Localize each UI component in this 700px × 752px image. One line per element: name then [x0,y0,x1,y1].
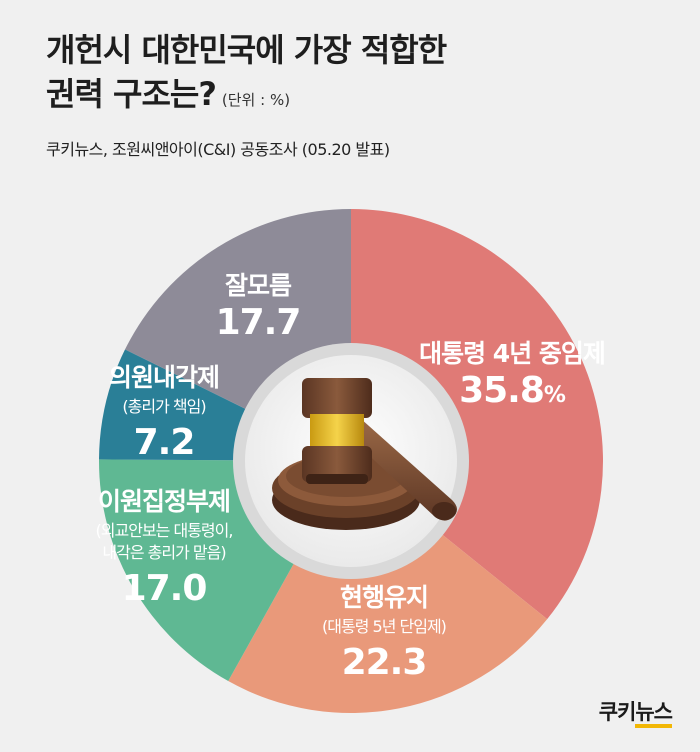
gavel-head-top [302,378,372,418]
slice-sublabel-4-1: (총리가 책임) [122,397,205,416]
slice-value-suffix-1: % [544,383,566,408]
pie-slice-1 [351,209,603,620]
slice-sublabel-3-1: (외교안보는 대통령이, [96,521,233,540]
slice-value-5: 17.7 [216,302,301,343]
title-block: 개헌시 대한민국에 가장 적합한 권력 구조는? (단위 : %) [46,28,447,122]
slice-label-2: 현행유지 [340,583,428,612]
brand-logo: 쿠키뉴스 [598,696,673,728]
logo-text-part2: 뉴스 [635,700,673,728]
slice-value-3: 17.0 [122,568,207,609]
source-note: 쿠키뉴스, 조원씨앤아이(C&I) 공동조사 (05.20 발표) [46,140,390,159]
slice-value-4: 7.2 [134,422,195,463]
slice-label-5: 잘모름 [225,271,292,300]
gavel-icon [272,378,457,530]
chart-title-text: 권력 구조는? [46,75,217,113]
gavel-head-bottom [302,446,372,482]
slice-label-3: 이원집정부제 [98,487,230,516]
slice-value-2: 22.3 [342,642,427,683]
chart-title-line-2: 권력 구조는? (단위 : %) [46,72,446,122]
logo-text-part1: 쿠키 [598,700,637,724]
slice-label-1: 대통령 4년 중임제 [419,339,605,368]
chart-title-line-1: 개헌시 대한민국에 가장 적합한 [46,31,447,69]
slice-label-4: 의원내각제 [109,363,219,392]
gavel-handle [344,418,457,521]
unit-label: (단위 : %) [221,91,291,109]
pie-slice-2 [228,461,548,713]
gavel-gold-band [310,414,364,448]
slice-sublabel-2-1: (대통령 5년 단임제) [322,617,446,636]
slice-sublabel-3-2: 내각은 총리가 맡음) [102,543,225,562]
gavel-head-face [306,474,368,484]
gavel-handle-end [432,502,456,520]
